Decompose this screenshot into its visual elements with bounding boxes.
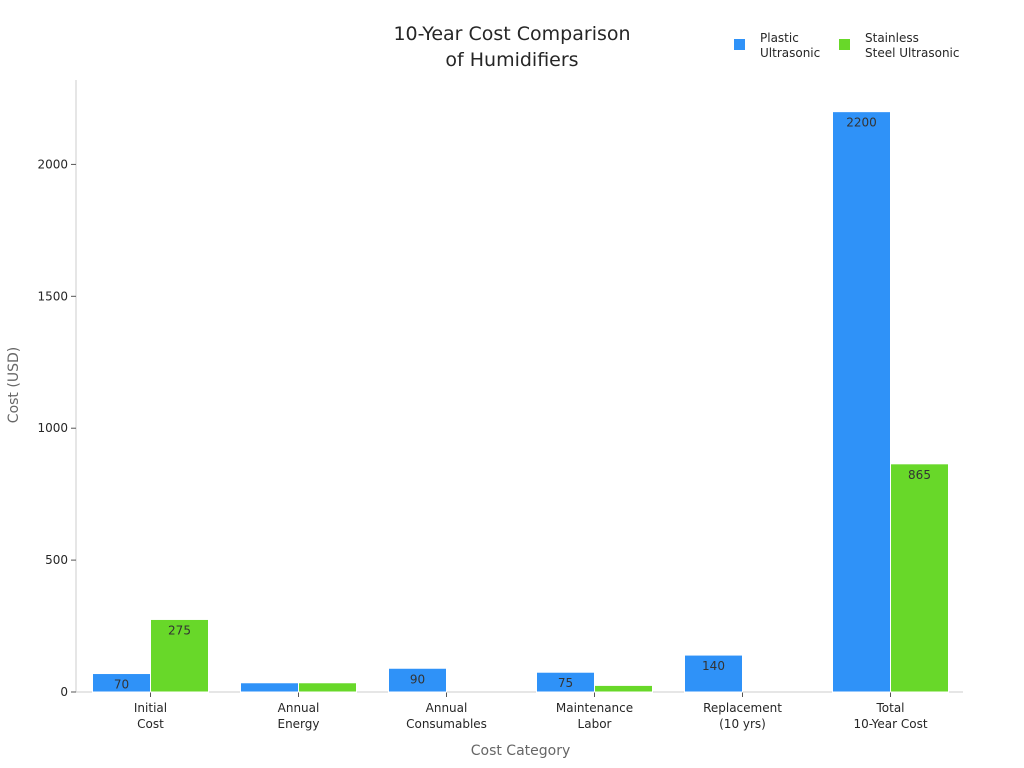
- bar-value-label: 865: [908, 468, 931, 482]
- x-tick-label: Cost: [137, 717, 164, 731]
- legend-entry-text: Steel Ultrasonic: [865, 46, 959, 60]
- bar-value-label: 140: [702, 659, 725, 673]
- y-tick-label: 0: [60, 685, 68, 699]
- y-tick-label: 1000: [37, 421, 68, 435]
- x-tick-label: Replacement: [703, 701, 782, 715]
- chart-title-line: 10-Year Cost Comparison: [393, 23, 630, 45]
- x-tick-label: 10-Year Cost: [853, 717, 927, 731]
- bar: [684, 654, 743, 693]
- x-tick-label: (10 yrs): [719, 717, 766, 731]
- bar-value-label: 70: [114, 678, 129, 692]
- x-tick-label: Consumables: [406, 717, 487, 731]
- chart-title-line: of Humidifiers: [445, 49, 578, 71]
- x-tick-label: Labor: [578, 717, 612, 731]
- legend-entry-text: Plastic: [760, 31, 799, 45]
- y-tick-label: 1500: [37, 289, 68, 303]
- bar: [298, 682, 357, 693]
- legend-entry-text: Stainless: [865, 31, 919, 45]
- axes: 0 500 1000 1500 2000 Initial Cost Annual Energy A…: [6, 80, 963, 759]
- x-tick-label: Total: [875, 701, 904, 715]
- chart-title: 10-Year Cost Comparison of Humidifiers: [393, 23, 630, 71]
- bar: [890, 463, 949, 693]
- y-axis-label: Cost (USD): [6, 347, 22, 423]
- x-tick-label: Maintenance: [556, 701, 633, 715]
- legend-entry-text: Ultrasonic: [760, 46, 820, 60]
- bar: [594, 684, 653, 693]
- bar-value-label: 275: [168, 623, 191, 637]
- bars: [92, 111, 949, 693]
- bar: [388, 667, 447, 693]
- bar-labels: 70 90 75 140 2200 275 865: [114, 116, 931, 692]
- legend-swatch: [839, 39, 850, 50]
- bar: [150, 618, 209, 693]
- y-tick-label: 2000: [37, 157, 68, 171]
- x-tick-label: Initial: [134, 701, 167, 715]
- x-axis-label: Cost Category: [471, 743, 571, 759]
- y-tick-label: 500: [45, 553, 68, 567]
- bar: [832, 111, 891, 693]
- bar: [240, 682, 299, 693]
- bar-value-label: 90: [410, 672, 425, 686]
- legend-swatch: [734, 39, 745, 50]
- bar-value-label: 2200: [846, 116, 877, 130]
- x-tick-label: Annual: [426, 701, 468, 715]
- bar-value-label: 75: [558, 676, 573, 690]
- x-tick-label: Annual: [278, 701, 320, 715]
- x-tick-label: Energy: [277, 717, 319, 731]
- bar: [536, 671, 595, 693]
